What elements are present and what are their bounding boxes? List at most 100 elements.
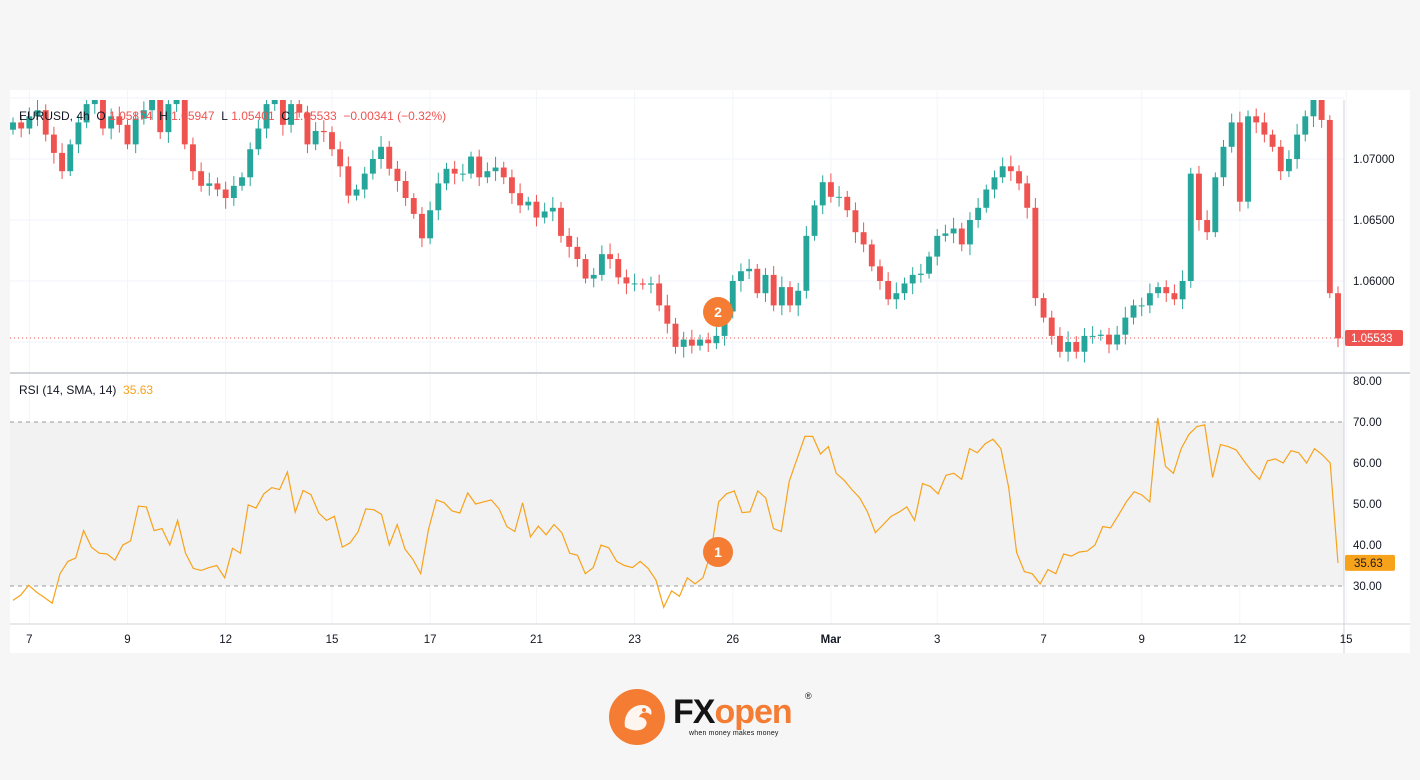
candle-body xyxy=(1253,116,1260,123)
candle-body xyxy=(934,235,941,257)
candle xyxy=(1179,270,1186,310)
candle xyxy=(1335,286,1341,348)
candle-body xyxy=(42,110,49,135)
candle-body xyxy=(705,339,712,344)
change-value: −0.00341 (−0.32%) xyxy=(343,109,447,123)
candle-body xyxy=(165,104,172,133)
candle-body xyxy=(157,100,164,133)
candle-body xyxy=(607,254,614,260)
candle xyxy=(950,217,957,244)
annotation-marker-2: 2 xyxy=(703,297,733,327)
candle-body xyxy=(1187,173,1194,281)
candle xyxy=(1253,108,1260,134)
candle xyxy=(369,150,376,180)
rsi-legend: RSI (14, SMA, 14) 35.63 xyxy=(19,383,153,397)
candle-body xyxy=(1163,287,1170,294)
candle-body xyxy=(1032,207,1039,299)
candle xyxy=(247,142,254,187)
candle-body xyxy=(877,266,883,281)
candle-body xyxy=(885,281,892,300)
candle xyxy=(582,254,589,284)
price-legend: EURUSD, 4h O 1.05874 H 1.05947 L 1.05401… xyxy=(19,109,447,123)
candle xyxy=(1065,331,1072,362)
candle-body xyxy=(615,259,622,278)
candle-body xyxy=(1294,134,1301,159)
candle-body xyxy=(746,268,753,272)
candle-body xyxy=(909,274,916,284)
candle xyxy=(83,100,90,129)
candle-body xyxy=(476,156,483,178)
candle xyxy=(206,172,213,196)
candle-body xyxy=(214,183,221,190)
price-tick-label: 1.06500 xyxy=(1353,215,1395,227)
candle xyxy=(803,226,810,299)
candle xyxy=(525,196,532,211)
candle-body xyxy=(18,122,25,129)
rsi-name[interactable]: RSI (14, SMA, 14) xyxy=(19,383,117,397)
candle-body xyxy=(1220,146,1227,178)
candle xyxy=(1106,327,1112,354)
candle xyxy=(435,172,442,220)
candle-body xyxy=(206,183,213,186)
candle-body xyxy=(181,100,188,145)
candle-body xyxy=(517,193,524,206)
candle xyxy=(836,186,843,207)
candle-body xyxy=(827,182,834,197)
candle xyxy=(1318,100,1325,128)
candle xyxy=(296,100,303,118)
candle-body xyxy=(1326,119,1333,294)
interval-label[interactable]: 4h xyxy=(76,109,90,123)
time-tick-label: 9 xyxy=(124,634,130,646)
candle-body xyxy=(1228,122,1235,147)
candle xyxy=(697,334,703,351)
candle xyxy=(909,267,916,295)
candle-body xyxy=(1073,342,1080,352)
candle xyxy=(427,201,434,245)
rsi-line xyxy=(12,417,1339,609)
candle-body xyxy=(664,305,671,324)
close-label: C xyxy=(281,109,290,123)
time-tick-label: 12 xyxy=(1233,634,1246,646)
candle xyxy=(1212,172,1219,238)
time-tick-label: 15 xyxy=(1340,634,1353,646)
chart-panel[interactable]: 1.07000 1.06500 1.06000 80.00 70.00 60.00 50.… xyxy=(10,90,1410,653)
candle xyxy=(648,276,654,294)
candle-body xyxy=(230,185,237,199)
candle-body xyxy=(819,182,826,206)
candle xyxy=(762,268,769,302)
high-label: H xyxy=(159,109,168,123)
candle-body xyxy=(1007,166,1014,172)
candle xyxy=(1236,111,1243,212)
candle-body xyxy=(942,233,949,236)
candle-body xyxy=(329,132,335,150)
candle-body xyxy=(778,287,785,306)
fxopen-logo: FXopen ® when money makes money xyxy=(609,689,819,747)
candle xyxy=(1220,139,1227,187)
candle xyxy=(1277,139,1284,180)
candle xyxy=(108,108,115,140)
candle xyxy=(484,162,491,184)
candle xyxy=(664,294,671,334)
candle-body xyxy=(852,210,859,233)
symbol-label[interactable]: EURUSD xyxy=(19,109,70,123)
candle xyxy=(541,202,548,224)
candle-body xyxy=(1204,220,1211,233)
chart-canvas[interactable]: 1.07000 1.06500 1.06000 80.00 70.00 60.00 50.… xyxy=(10,90,1410,653)
candle-body xyxy=(345,166,352,196)
candle-body xyxy=(443,168,450,184)
candle-body xyxy=(100,100,106,129)
candle xyxy=(1097,329,1104,341)
candle-body xyxy=(1212,177,1219,233)
candle xyxy=(558,201,564,243)
candle-body xyxy=(787,287,793,306)
rsi-axis-ticks: 80.00 70.00 60.00 50.00 40.00 30.00 xyxy=(1353,376,1382,593)
candle-body xyxy=(1171,293,1178,300)
candle-body xyxy=(1122,317,1129,335)
candle-body xyxy=(582,259,589,279)
time-axis-ticks: 7 9 12 15 17 21 23 26 Mar 3 7 9 12 15 xyxy=(26,634,1352,646)
candle xyxy=(214,177,221,197)
candle-body xyxy=(34,110,41,117)
candle-body xyxy=(468,156,474,174)
time-tick-label: 9 xyxy=(1139,634,1145,646)
candle-body xyxy=(1179,281,1186,300)
